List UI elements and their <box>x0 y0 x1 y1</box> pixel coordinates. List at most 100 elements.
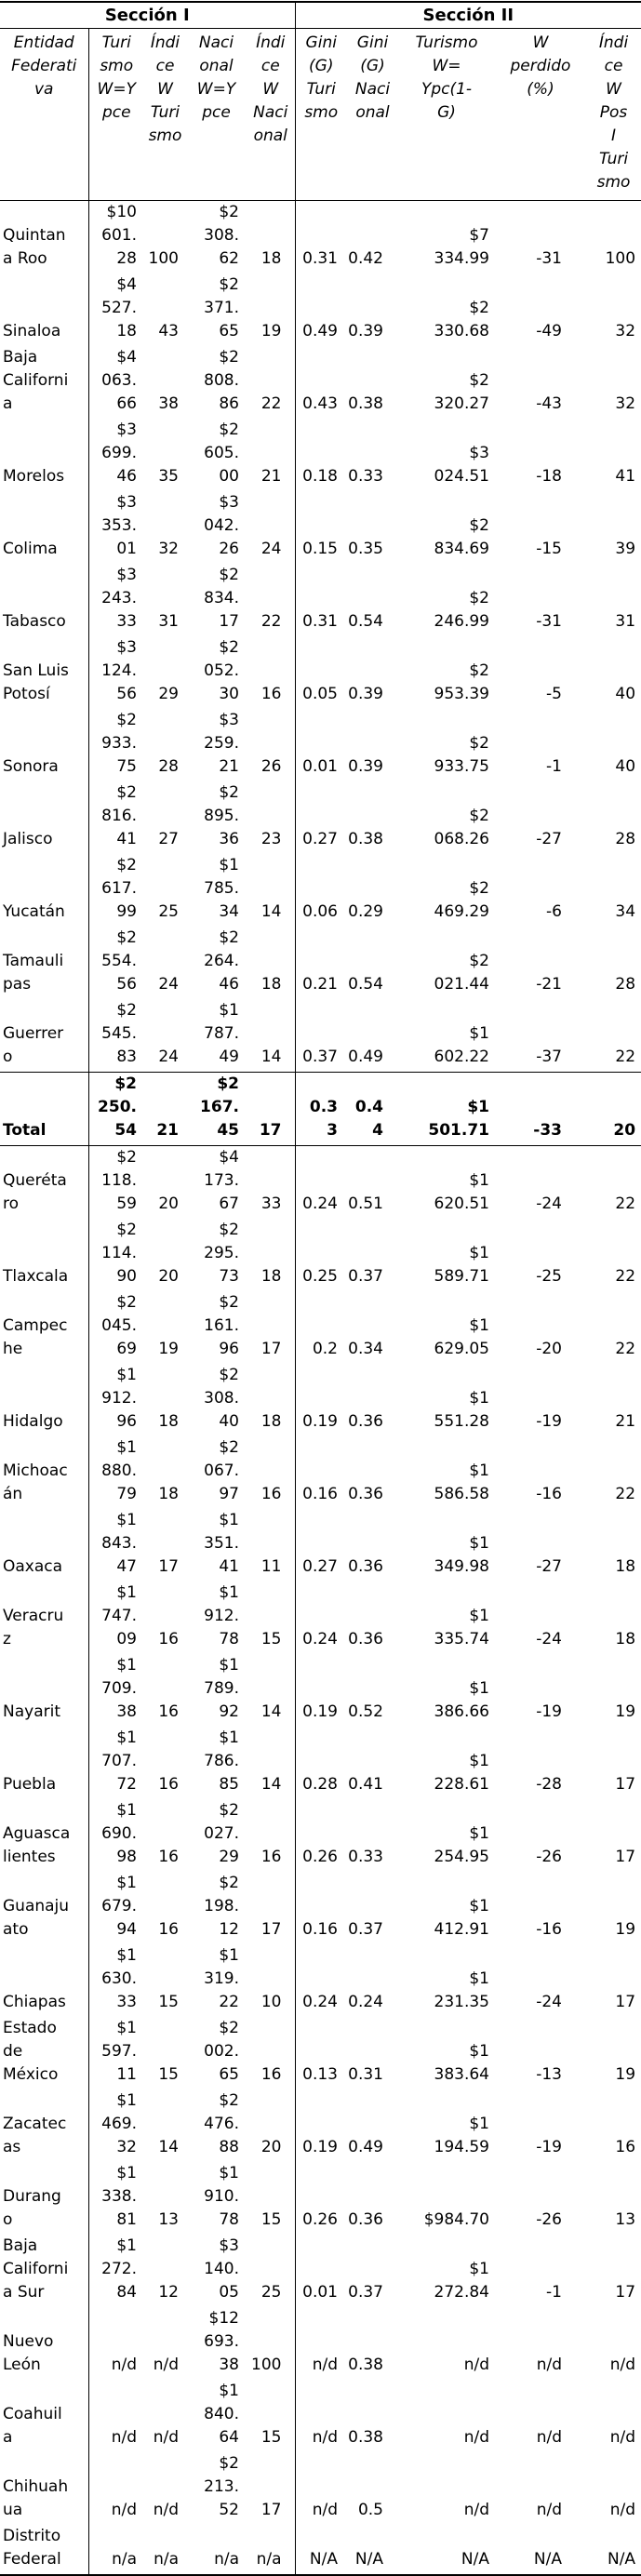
cell-turismo-wypce: $1 880. 79 <box>101 1438 137 1503</box>
cell-w-perdido: -33 <box>495 1072 586 1146</box>
cell-turismo-ypc1g: $2 021.44 <box>434 952 489 994</box>
cell-indice-w-turismo: 18 <box>158 1485 179 1503</box>
col-header-w-perdido: W perdido (%) <box>495 28 586 201</box>
cell-indice-w-turismo: 38 <box>158 394 179 413</box>
cell-gini-nacional: 0.37 <box>348 1267 383 1286</box>
cell-turismo-ypc1g: $2 330.68 <box>434 299 489 340</box>
cell-turismo-ypc1g: $1 586.58 <box>434 1462 489 1503</box>
cell-indice-w-turismo: 20 <box>158 1195 179 1213</box>
cell-indice-w-nacional: 17 <box>260 2501 282 2519</box>
cell-indice-w-pos-turismo: N/A <box>586 2525 641 2576</box>
entity-name: San Luis Potosí <box>0 636 89 709</box>
cell-indice-w-pos-turismo: n/d <box>609 2428 636 2447</box>
entity-name: Jalisco <box>0 781 89 854</box>
cell-nacional-wypce: $2 264. 46 <box>204 928 239 994</box>
cell-indice-w-turismo: 13 <box>158 2210 179 2229</box>
cell-turismo-wypce: $1 272. 84 <box>101 2236 137 2302</box>
entity-name: Total <box>0 1072 89 1146</box>
cell-indice-w-turismo: 24 <box>158 1048 179 1066</box>
entity-name: Aguasca lientes <box>0 1799 89 1872</box>
cell-indice-w-nacional: 16 <box>260 1848 282 1866</box>
cell-indice-w-pos-turismo: 19 <box>615 2065 636 2084</box>
cell-turismo-wypce: n/d <box>111 2356 137 2374</box>
cell-gini-nacional: 0.37 <box>348 1920 383 1939</box>
cell-turismo-ypc1g: n/d <box>463 2428 489 2447</box>
table-row: Zacatec as $1 469. 32 14 $2 476. 88 20 0… <box>0 2089 641 2162</box>
cell-w-perdido: n/d <box>536 2501 562 2519</box>
cell-nacional-wypce: $1 787. 49 <box>204 1001 239 1066</box>
cell-nacional-wypce: $1 910. 78 <box>204 2164 239 2229</box>
entity-name: Chiapas <box>0 1944 89 2017</box>
cell-gini-turismo: 0.43 <box>294 346 347 419</box>
cell-gini-turismo: 0.01 <box>294 2235 347 2307</box>
cell-turismo-wypce: $1 709. 38 <box>101 1656 137 1721</box>
entity-name: Estado de México <box>0 2017 89 2089</box>
cell-w-perdido: n/d <box>536 2428 562 2447</box>
table-row: Campec he $2 045. 69 19 $2 161. 96 17 0.… <box>0 1291 641 1364</box>
cell-indice-w-pos-turismo: n/d <box>609 2356 636 2374</box>
cell-gini-nacional: 0.38 <box>348 2428 383 2447</box>
cell-turismo-wypce: $10 601. 28 <box>101 203 137 268</box>
col-header-indice-w-turismo: Índi ce W Turi smo <box>144 28 186 201</box>
cell-indice-w-nacional: 17 <box>260 1340 282 1358</box>
table-row: Baja Californi a Sur $1 272. 84 12 $3 14… <box>0 2235 641 2307</box>
cell-nacional-wypce: $2 295. 73 <box>204 1221 239 1286</box>
cell-gini-nacional: 0.39 <box>348 685 383 703</box>
cell-turismo-wypce: $3 243. 33 <box>101 566 137 631</box>
entity-name: Guerrer o <box>0 999 89 1073</box>
table-row: Michoac án $1 880. 79 18 $2 067. 97 16 0… <box>0 1436 641 1509</box>
cell-gini-turismo: 0.27 <box>294 1509 347 1582</box>
cell-w-perdido: -16 <box>536 1485 562 1503</box>
cell-gini-turismo: 0.13 <box>294 2017 347 2089</box>
cell-gini-nacional: 0.31 <box>348 2065 383 2084</box>
cell-indice-w-pos-turismo: 18 <box>615 1557 636 1576</box>
cell-indice-w-turismo: 27 <box>158 830 179 848</box>
cell-indice-w-nacional: 19 <box>260 322 282 340</box>
cell-indice-w-turismo: 16 <box>158 1702 179 1721</box>
cell-nacional-wypce: $2 476. 88 <box>204 2091 239 2156</box>
cell-turismo-wypce: $1 338. 81 <box>101 2164 137 2229</box>
cell-indice-w-nacional: 20 <box>260 2138 282 2156</box>
table-row: Coahuil a n/d n/d $1 840. 64 15 n/d 0.38… <box>0 2380 641 2452</box>
table-row: Chihuah ua n/d n/d $2 213. 52 17 n/d 0.5… <box>0 2452 641 2525</box>
cell-gini-turismo: 0.24 <box>294 1582 347 1654</box>
cell-indice-w-turismo: 29 <box>158 685 179 703</box>
cell-w-perdido: -31 <box>536 249 562 268</box>
cell-nacional-wypce: $1 319. 22 <box>204 1946 239 2011</box>
cell-indice-w-turismo: 18 <box>158 1412 179 1431</box>
cell-nacional-wypce: $1 785. 34 <box>204 856 239 921</box>
cell-turismo-wypce: $2 118. 59 <box>101 1148 137 1213</box>
cell-indice-w-pos-turismo: 19 <box>615 1702 636 1721</box>
cell-indice-w-pos-turismo: 17 <box>615 1993 636 2011</box>
cell-w-perdido: -31 <box>536 612 562 631</box>
cell-indice-w-turismo: 32 <box>158 540 179 558</box>
cell-gini-turismo: 0.16 <box>294 1872 347 1944</box>
cell-gini-nacional: 0.49 <box>348 1048 383 1066</box>
table-row: Chiapas $1 630. 33 15 $1 319. 22 10 0.24… <box>0 1944 641 2017</box>
cell-turismo-ypc1g: n/d <box>463 2501 489 2519</box>
cell-gini-nacional: 0.36 <box>348 1630 383 1648</box>
table-row: Morelos $3 699. 46 35 $2 605. 00 21 0.18… <box>0 419 641 491</box>
cell-nacional-wypce: $3 259. 21 <box>204 711 239 776</box>
cell-gini-nacional: 0.39 <box>348 322 383 340</box>
cell-indice-w-pos-turismo: 22 <box>615 1267 636 1286</box>
cell-indice-w-turismo: n/d <box>153 2501 179 2519</box>
cell-indice-w-turismo: 12 <box>158 2283 179 2302</box>
cell-w-perdido: -24 <box>536 1195 562 1213</box>
cell-turismo-ypc1g: $984.70 <box>423 2210 489 2229</box>
cell-w-perdido: -20 <box>536 1340 562 1358</box>
cell-w-perdido: -26 <box>536 2210 562 2229</box>
cell-indice-w-nacional: 14 <box>260 1775 282 1794</box>
cell-indice-w-nacional: 14 <box>260 1048 282 1066</box>
cell-indice-w-turismo: 100 <box>148 249 179 268</box>
cell-w-perdido: -24 <box>536 1993 562 2011</box>
entity-name: Guanaju ato <box>0 1872 89 1944</box>
cell-gini-turismo: 0.19 <box>294 2089 347 2162</box>
cell-turismo-ypc1g: $7 334.99 <box>434 226 489 268</box>
cell-gini-turismo: N/A <box>294 2525 347 2576</box>
cell-nacional-wypce: $2 002. 65 <box>204 2019 239 2084</box>
cell-indice-w-pos-turismo: 32 <box>615 394 636 413</box>
cell-gini-nacional: 0.33 <box>348 1848 383 1866</box>
entity-name: Baja Californi a Sur <box>0 2235 89 2307</box>
cell-indice-w-turismo: 16 <box>158 1630 179 1648</box>
